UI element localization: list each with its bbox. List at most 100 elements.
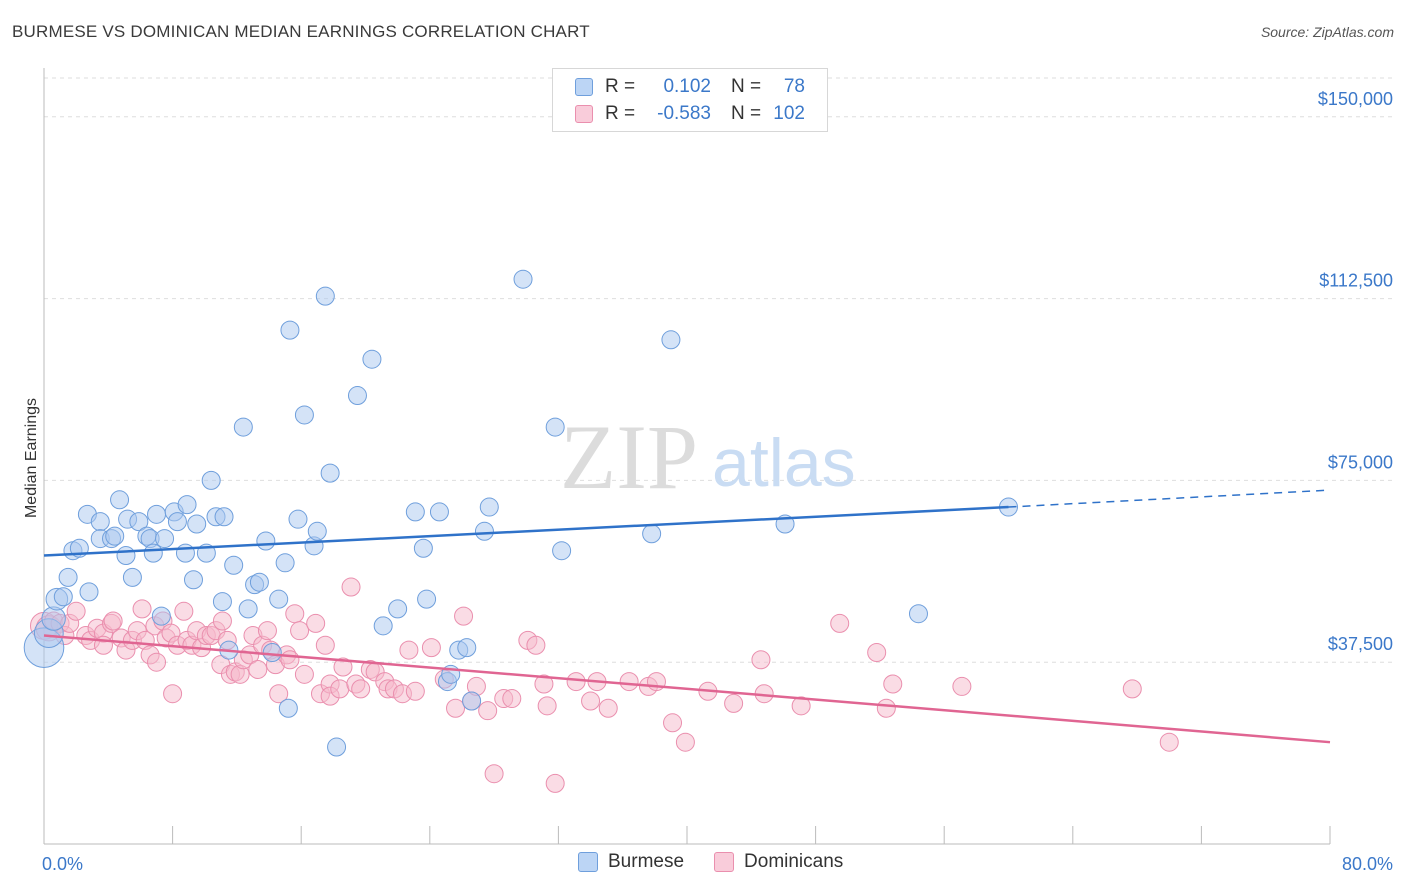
- burmese-point: [362, 349, 382, 369]
- dominicans-points: [30, 577, 1179, 793]
- dominican-point: [502, 689, 522, 709]
- dominican-point: [478, 701, 498, 721]
- burmese-point: [238, 599, 258, 619]
- watermark-zip: ZIP: [560, 406, 698, 508]
- burmese-point: [53, 587, 73, 607]
- correlation-legend: R = 0.102 N = 78 R = -0.583 N = 102: [552, 68, 828, 132]
- burmese-point: [177, 495, 197, 515]
- burmese-point: [552, 541, 572, 561]
- dominican-point: [248, 659, 268, 679]
- burmese-trend-extension: [1008, 489, 1331, 508]
- burmese-point: [661, 330, 681, 350]
- dominican-point: [330, 679, 350, 699]
- y-tick-label: $150,000: [1318, 89, 1393, 109]
- r-value: -0.583: [657, 103, 711, 124]
- grid-lines: [44, 77, 1396, 663]
- dominican-point: [598, 698, 618, 718]
- dominican-point: [240, 645, 260, 665]
- burmese-point: [201, 470, 221, 490]
- burmese-point: [167, 512, 187, 532]
- burmese-point: [294, 405, 314, 425]
- burmese-point: [429, 502, 449, 522]
- burmese-point: [155, 529, 175, 549]
- dominican-point: [952, 676, 972, 696]
- burmese-point: [388, 599, 408, 619]
- dominican-point: [724, 693, 744, 713]
- dominican-point: [534, 674, 554, 694]
- burmese-point: [175, 543, 195, 563]
- burmese-point: [462, 691, 482, 711]
- burmese-point: [642, 524, 662, 544]
- burmese-point: [143, 543, 163, 563]
- y-tick-label: $37,500: [1328, 634, 1393, 654]
- dominican-point: [257, 621, 277, 641]
- burmese-point: [105, 526, 125, 546]
- dominican-point: [526, 635, 546, 655]
- legend-item-dominicans[interactable]: Dominicans: [714, 851, 843, 873]
- legend-row-burmese: R = 0.102 N = 78: [575, 75, 805, 99]
- dominican-point: [454, 606, 474, 626]
- burmese-point: [90, 512, 110, 532]
- dominican-point: [791, 696, 811, 716]
- legend-item-burmese[interactable]: Burmese: [578, 851, 684, 873]
- burmese-points: [23, 269, 1018, 757]
- legend-label-burmese: Burmese: [608, 851, 685, 872]
- y-tick-label: $112,500: [1319, 271, 1393, 291]
- r-label: R =: [605, 103, 636, 124]
- burmese-point: [474, 521, 494, 541]
- dominican-point: [751, 650, 771, 670]
- dominican-point: [566, 672, 586, 692]
- burmese-point: [122, 567, 142, 587]
- burmese-point: [58, 567, 78, 587]
- dominicans-swatch: [575, 105, 593, 123]
- dominican-point: [537, 696, 557, 716]
- dominican-point: [294, 664, 314, 684]
- n-value: 102: [773, 103, 805, 124]
- dominican-point: [545, 773, 565, 793]
- x-tick-label-min: 0.0%: [42, 854, 83, 874]
- y-axis-label: Median Earnings: [23, 398, 40, 518]
- burmese-point: [405, 502, 425, 522]
- burmese-point: [262, 643, 282, 662]
- burmese-point: [278, 698, 298, 718]
- dominican-point: [446, 698, 466, 718]
- dominican-point: [147, 652, 167, 672]
- dominican-point: [830, 613, 850, 633]
- n-value: 78: [783, 76, 805, 97]
- dominican-point: [876, 698, 896, 718]
- dominicans-swatch: [714, 852, 735, 872]
- burmese-point: [320, 463, 340, 483]
- dominican-point: [341, 577, 361, 597]
- burmese-point: [187, 514, 207, 534]
- watermark: ZIP atlas: [560, 406, 856, 508]
- burmese-swatch: [575, 78, 593, 96]
- burmese-point: [233, 417, 253, 437]
- dominican-point: [132, 599, 152, 619]
- burmese-point: [413, 538, 433, 558]
- source-label: Source: ZipAtlas.com: [1260, 24, 1394, 40]
- tick-labels: $37,500 $75,000 $112,500 $150,000 0.0% 80.0%: [42, 89, 1393, 874]
- burmese-point: [183, 570, 203, 590]
- dominican-point: [66, 601, 86, 621]
- y-tick-label: $75,000: [1328, 452, 1393, 472]
- dominican-point: [421, 638, 441, 658]
- burmese-point: [908, 604, 928, 624]
- burmese-point: [151, 606, 171, 626]
- dominican-point: [212, 611, 232, 631]
- axes: [43, 68, 1331, 845]
- burmese-point: [288, 509, 308, 529]
- burmese-trend-line: [43, 505, 1009, 557]
- legend-label-dominicans: Dominicans: [744, 851, 844, 872]
- burmese-point: [545, 417, 565, 437]
- burmese-point: [417, 589, 437, 609]
- chart-title: BURMESE VS DOMINICAN MEDIAN EARNINGS COR…: [12, 22, 590, 41]
- dominican-point: [285, 604, 305, 624]
- burmese-point: [513, 269, 533, 289]
- dominican-point: [581, 691, 601, 711]
- dominican-point: [484, 764, 504, 784]
- burmese-point: [129, 512, 149, 532]
- r-label: R =: [605, 76, 636, 97]
- dominican-point: [174, 601, 194, 621]
- burmese-point: [224, 555, 244, 575]
- dominican-point: [315, 635, 335, 655]
